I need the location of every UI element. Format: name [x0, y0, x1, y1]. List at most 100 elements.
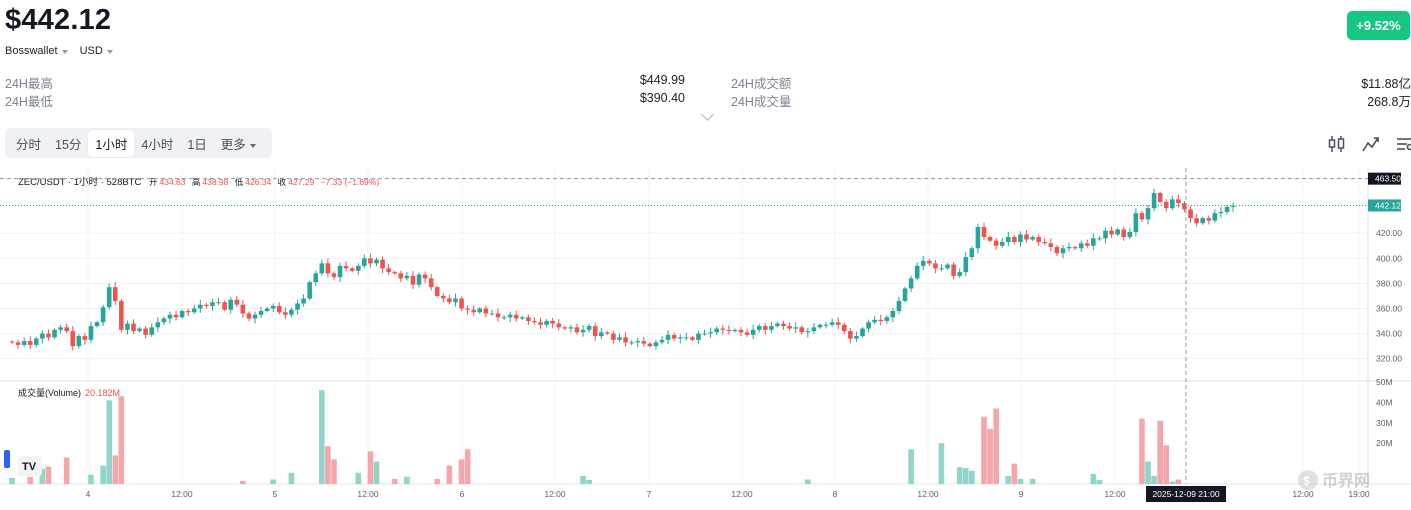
- legend-high-value: 438.98: [202, 177, 228, 187]
- volume-bar: [331, 459, 337, 484]
- stat-turnover-label: 24H成交额: [731, 77, 792, 91]
- candlestick-icon[interactable]: [1327, 134, 1347, 154]
- candle-body: [1200, 218, 1205, 224]
- candle-body: [538, 322, 543, 325]
- tab-1d[interactable]: 1日: [187, 137, 207, 152]
- time-tick-label: 7: [647, 489, 652, 499]
- candle-body: [550, 321, 555, 324]
- time-tick-label: 12:00: [917, 489, 939, 499]
- candle-body: [325, 263, 331, 274]
- time-tick-label: 8: [833, 489, 838, 499]
- tab-15m[interactable]: 15分: [55, 137, 82, 152]
- market-selectors: Bosswallet USD: [5, 45, 113, 57]
- candle-body: [173, 314, 179, 318]
- candle-body: [562, 327, 568, 329]
- candle-body: [805, 331, 811, 333]
- volume-bar: [1005, 475, 1012, 484]
- candle-body: [781, 323, 786, 327]
- candle-body: [1024, 234, 1029, 240]
- timeframe-tabs: 分时 15分 1小时 4小时 1日 更多: [5, 128, 272, 158]
- expand-chevron-icon[interactable]: [701, 108, 714, 121]
- candle-body: [422, 274, 428, 279]
- candle-body: [404, 275, 410, 279]
- candle-body: [362, 258, 367, 266]
- candle-body: [993, 240, 999, 246]
- settings-icon[interactable]: [1395, 134, 1411, 154]
- legend-close-value: 427.29: [288, 177, 314, 187]
- candle-body: [185, 311, 191, 313]
- legend-low-value: 426.34: [245, 177, 271, 187]
- volume-legend-label: 成交量(Volume): [18, 387, 81, 398]
- candle-body: [34, 338, 39, 345]
- candle-body: [228, 299, 233, 310]
- currency-selector[interactable]: USD: [80, 45, 113, 57]
- indicator-icon[interactable]: [1361, 134, 1381, 154]
- candle-body: [149, 327, 155, 335]
- volume-bar: [1151, 475, 1157, 484]
- candle-body: [1054, 247, 1060, 254]
- candle-body: [1170, 199, 1175, 209]
- candle-body: [264, 308, 270, 312]
- watermark: $ 币界网: [1298, 470, 1370, 490]
- volume-legend: 成交量(Volume) 20.182M: [18, 387, 120, 398]
- volume-bar: [63, 457, 70, 484]
- candle-body: [1230, 205, 1236, 207]
- candle-body: [161, 318, 167, 323]
- price-chart[interactable]: 320.00340.00360.00380.00400.00420.0050M4…: [0, 168, 1411, 510]
- candle-body: [756, 326, 762, 330]
- candle-body: [902, 288, 908, 301]
- candle-body: [1018, 234, 1023, 243]
- candle-body: [125, 323, 130, 330]
- candle-body: [1048, 243, 1054, 248]
- volume-bar: [1145, 461, 1151, 484]
- candle-body: [1224, 206, 1230, 212]
- volume-bar: [1157, 420, 1163, 484]
- candle-body: [526, 317, 531, 322]
- candle-body: [9, 341, 15, 343]
- candle-body: [647, 343, 653, 347]
- tab-1h[interactable]: 1小时: [88, 129, 135, 157]
- tradingview-logo-icon[interactable]: TV: [18, 456, 42, 476]
- price-tick-label: 420.00: [1376, 228, 1402, 238]
- candle-body: [447, 298, 452, 303]
- candle-body: [708, 332, 713, 334]
- candle-body: [975, 226, 981, 249]
- currency-label: USD: [79, 45, 103, 57]
- candle-body: [204, 304, 209, 306]
- candle-body: [872, 319, 877, 323]
- legend-high-label: 高: [192, 177, 201, 187]
- crosshair-time-label: 2025-12-09 21:00: [1152, 489, 1219, 499]
- legend-low-label: 低: [235, 177, 244, 187]
- price-tick-label: 360.00: [1376, 303, 1402, 313]
- candle-body: [1103, 230, 1108, 239]
- tab-more[interactable]: 更多: [214, 130, 263, 157]
- time-tick-label: 6: [460, 489, 465, 499]
- candle-body: [307, 282, 312, 299]
- volume-bar: [112, 455, 119, 484]
- candle-body: [684, 337, 689, 339]
- volume-bar: [373, 461, 380, 484]
- candle-body: [544, 321, 549, 325]
- volume-bar: [404, 476, 410, 484]
- candle-body: [252, 314, 258, 319]
- candle-body: [841, 324, 847, 332]
- candle-body: [471, 309, 476, 313]
- candle-body: [1097, 238, 1102, 240]
- candle-body: [410, 275, 416, 285]
- tab-4h[interactable]: 4小时: [141, 137, 174, 152]
- current-price: $442.12: [5, 4, 112, 36]
- caret-down-icon: [106, 49, 113, 54]
- candle-body: [258, 311, 264, 315]
- tab-timeline[interactable]: 分时: [16, 137, 42, 152]
- candle-body: [313, 273, 319, 283]
- candle-body: [1188, 209, 1193, 219]
- volume-bar: [325, 446, 331, 484]
- legend-close-label: 收: [278, 177, 287, 187]
- volume-bar: [88, 474, 94, 484]
- candle-body: [131, 323, 136, 332]
- candle-body: [750, 329, 756, 335]
- exchange-selector[interactable]: Bosswallet: [5, 45, 68, 57]
- volume-bar: [1175, 479, 1182, 484]
- tab-more-label: 更多: [220, 137, 246, 152]
- candle-body: [878, 319, 884, 322]
